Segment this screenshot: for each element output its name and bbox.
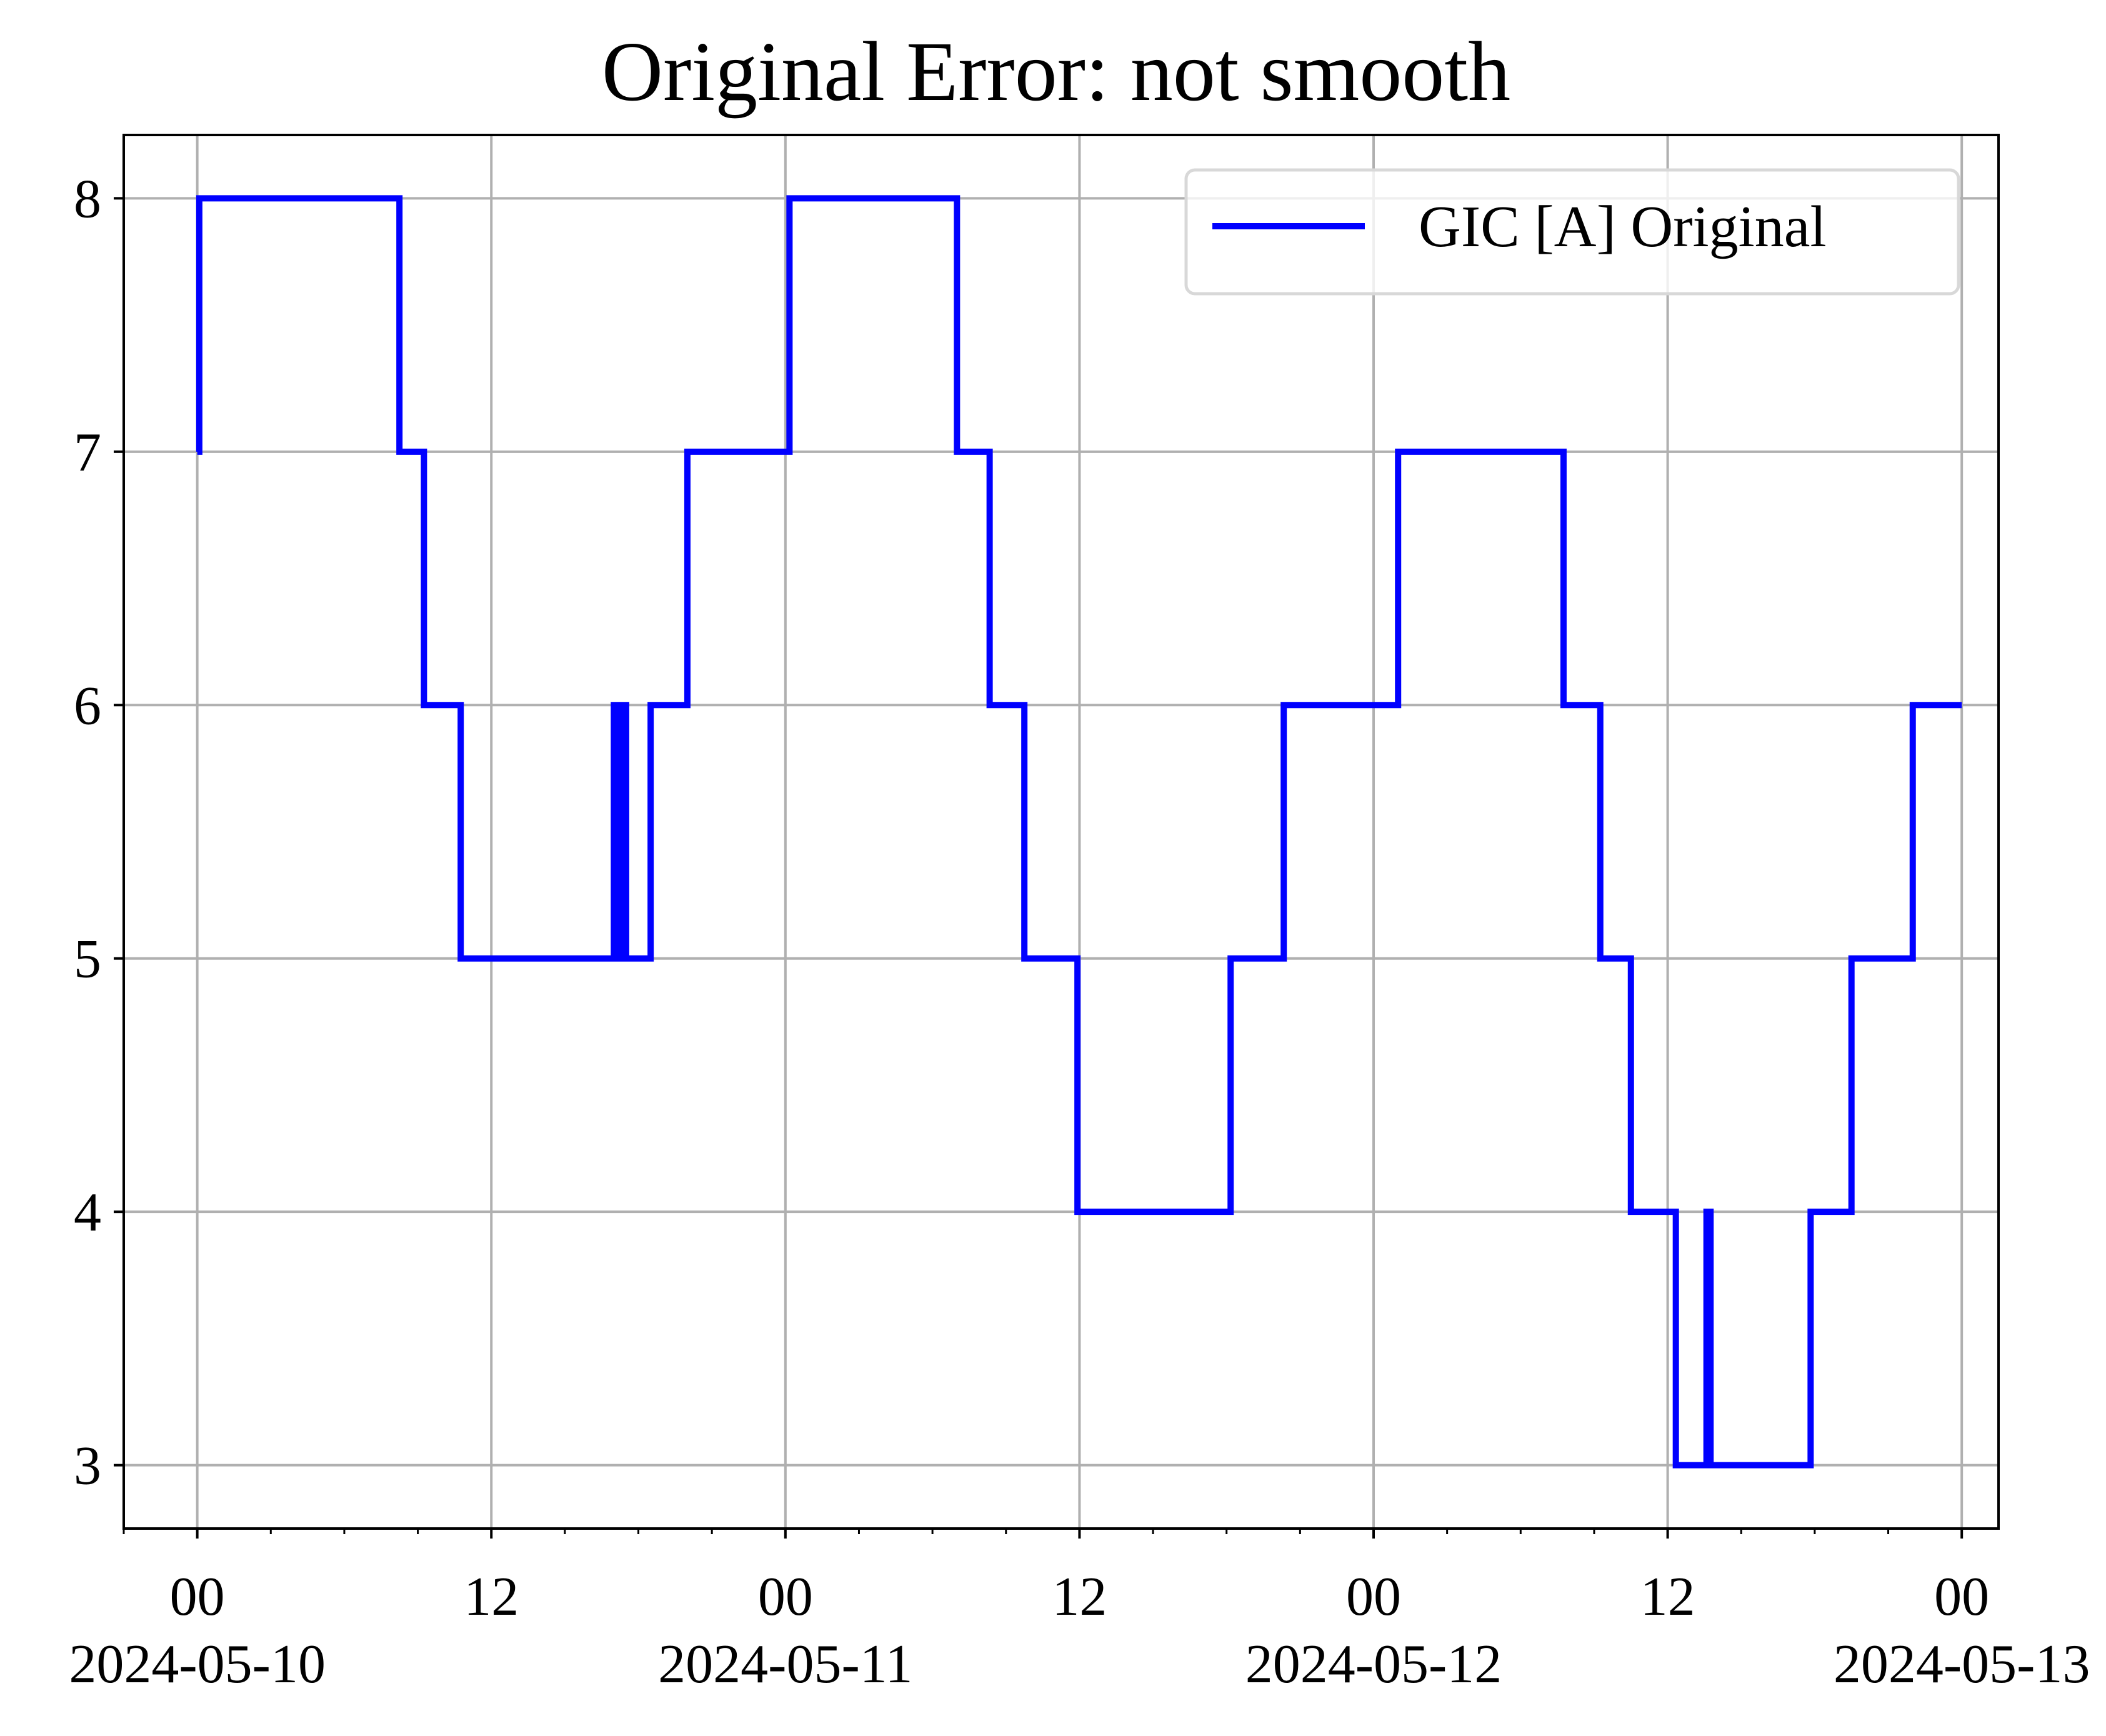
y-tick-label: 8 xyxy=(74,169,101,229)
x-tick-label: 00 xyxy=(170,1567,225,1627)
series-line-gic-original xyxy=(196,195,1962,1469)
y-tick-label: 6 xyxy=(74,676,101,736)
x-tick-label: 00 xyxy=(758,1567,813,1627)
y-tick-label: 7 xyxy=(74,422,101,483)
legend: GIC [A] Original xyxy=(1184,168,1960,296)
x-tick-date-label: 2024-05-13 xyxy=(1834,1634,2090,1695)
x-tick-label: 12 xyxy=(464,1567,519,1627)
x-tick-label: 12 xyxy=(1052,1567,1107,1627)
plot-area xyxy=(196,195,1962,1469)
y-axis: 3 4 5 6 7 8 xyxy=(74,169,124,1497)
grid xyxy=(124,135,1999,1529)
x-axis: 00 2024-05-10 12 00 2024-05-11 12 00 2024-05-12… xyxy=(69,1529,2090,1695)
y-tick-label: 3 xyxy=(74,1436,101,1497)
x-tick-label: 12 xyxy=(1640,1567,1695,1627)
legend-label: GIC [A] Original xyxy=(1419,194,1827,259)
chart-title: Original Error: not smooth xyxy=(602,25,1510,119)
x-tick-date-label: 2024-05-12 xyxy=(1245,1634,1502,1695)
y-tick-label: 5 xyxy=(74,929,101,990)
y-tick-label: 4 xyxy=(74,1182,101,1243)
x-tick-label: 00 xyxy=(1934,1567,1989,1627)
x-tick-date-label: 2024-05-11 xyxy=(658,1634,912,1695)
x-tick-label: 00 xyxy=(1346,1567,1401,1627)
legend-box xyxy=(1184,168,1960,296)
x-tick-date-label: 2024-05-10 xyxy=(69,1634,326,1695)
plot-frame xyxy=(122,134,2000,1530)
